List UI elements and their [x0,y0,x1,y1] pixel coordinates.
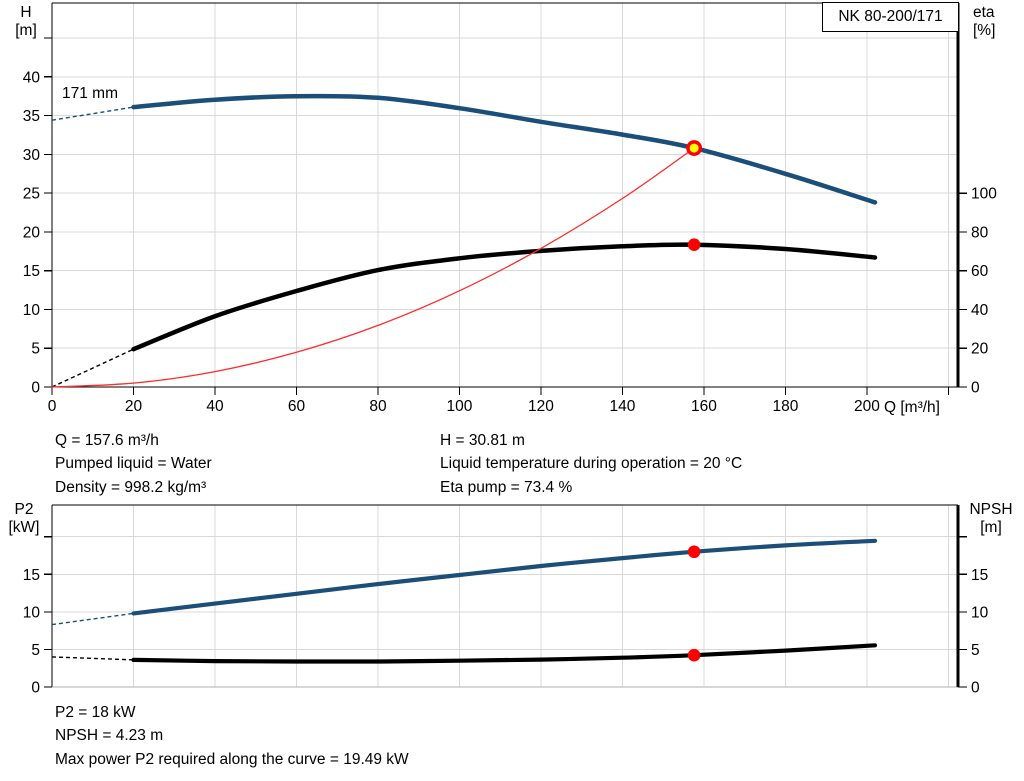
right-tick-label: 5 [971,642,980,659]
pump-model-badge: NK 80-200/171 [822,2,959,32]
left-tick-label: 40 [23,69,41,86]
x-tick-label: 180 [772,398,798,415]
duty-q-text: Q = 157.6 m³/h [55,432,159,449]
efficiency-point-marker [687,238,701,252]
head-curve [131,93,878,205]
h-axis-title-line2: [m] [15,21,37,39]
npsh-curve-dashed [51,656,134,661]
npsh-axis-title: NPSH [m] [962,501,1020,536]
x-tick-label: 60 [288,398,306,415]
efficiency-curve-dashed [51,348,134,388]
x-tick-label: 140 [609,398,635,415]
npsh-text: NPSH = 4.23 m [55,727,164,745]
right-tick-label: 0 [971,680,980,697]
efficiency-curve [131,242,878,352]
left-tick-label: 5 [31,341,40,358]
eta-pump-text: Eta pump = 73.4 % [440,478,573,496]
right-tick-label: 0 [971,380,980,397]
x-tick-label: 20 [125,398,143,415]
max-power-text: Max power P2 required along the curve = … [55,750,409,768]
x-tick-label: 120 [528,398,554,415]
system-curve [51,147,695,388]
p2-axis-title: P2 [kW] [2,501,46,536]
duty-info-left: Q = 157.6 m³/h Pumped liquid = Water Den… [55,429,212,499]
x-tick-label: 100 [447,398,473,415]
npsh-point-marker [687,648,701,662]
right-tick-label: 80 [971,224,989,241]
eta-axis-title-line2: [%] [973,21,996,39]
npsh-curve [131,643,878,664]
p2-axis-title-line1: P2 [14,501,34,518]
head-curve-dashed [51,106,134,121]
left-tick-label: 35 [23,108,40,125]
h-axis-title: H [m] [6,4,46,39]
p2-point-marker [687,545,701,559]
p2-curve [131,538,878,616]
eta-axis-title-line1: eta [973,4,995,21]
x-tick-label: 160 [691,398,717,415]
x-tick-label: 80 [369,398,387,415]
h-axis-title-line1: H [20,4,32,21]
right-tick-label: 60 [971,263,989,280]
left-tick-label: 30 [23,147,41,164]
duty-info-right: H = 30.81 m Liquid temperature during op… [440,429,742,499]
right-tick-label: 40 [971,302,989,319]
left-tick-label: 15 [23,263,40,280]
p2-curve-dashed [51,612,134,626]
npsh-axis-title-line1: NPSH [969,501,1013,518]
right-tick-label: 100 [971,186,997,203]
p2-text: P2 = 18 kW [55,704,136,721]
x-tick-label: 0 [48,398,57,415]
npsh-axis-title-line2: [m] [980,518,1002,536]
left-tick-label: 5 [31,642,40,659]
x-tick-label: 200 [854,398,880,415]
duty-h-text: H = 30.81 m [440,432,525,449]
left-tick-label: 15 [23,567,40,584]
liquid-temperature-text: Liquid temperature during operation = 20… [440,455,743,473]
left-tick-label: 10 [23,302,41,319]
p2-axis-title-line2: [kW] [8,518,40,536]
impeller-diameter-label: 171 mm [62,85,118,102]
q-axis-title: Q [m³/h] [884,399,940,416]
density-text: Density = 998.2 kg/m³ [55,478,207,496]
right-tick-label: 10 [971,604,989,621]
eta-axis-title: eta [%] [973,4,995,39]
duty-point-marker [686,140,703,156]
power-info: P2 = 18 kW NPSH = 4.23 m Max power P2 re… [55,701,409,771]
left-tick-label: 20 [23,224,41,241]
left-tick-label: 0 [31,680,40,697]
left-tick-label: 25 [23,186,40,203]
left-tick-label: 10 [23,604,41,621]
right-tick-label: 20 [971,341,989,358]
left-tick-label: 0 [31,380,40,397]
x-tick-label: 40 [206,398,224,415]
right-tick-label: 15 [971,567,988,584]
pumped-liquid-text: Pumped liquid = Water [55,455,212,473]
